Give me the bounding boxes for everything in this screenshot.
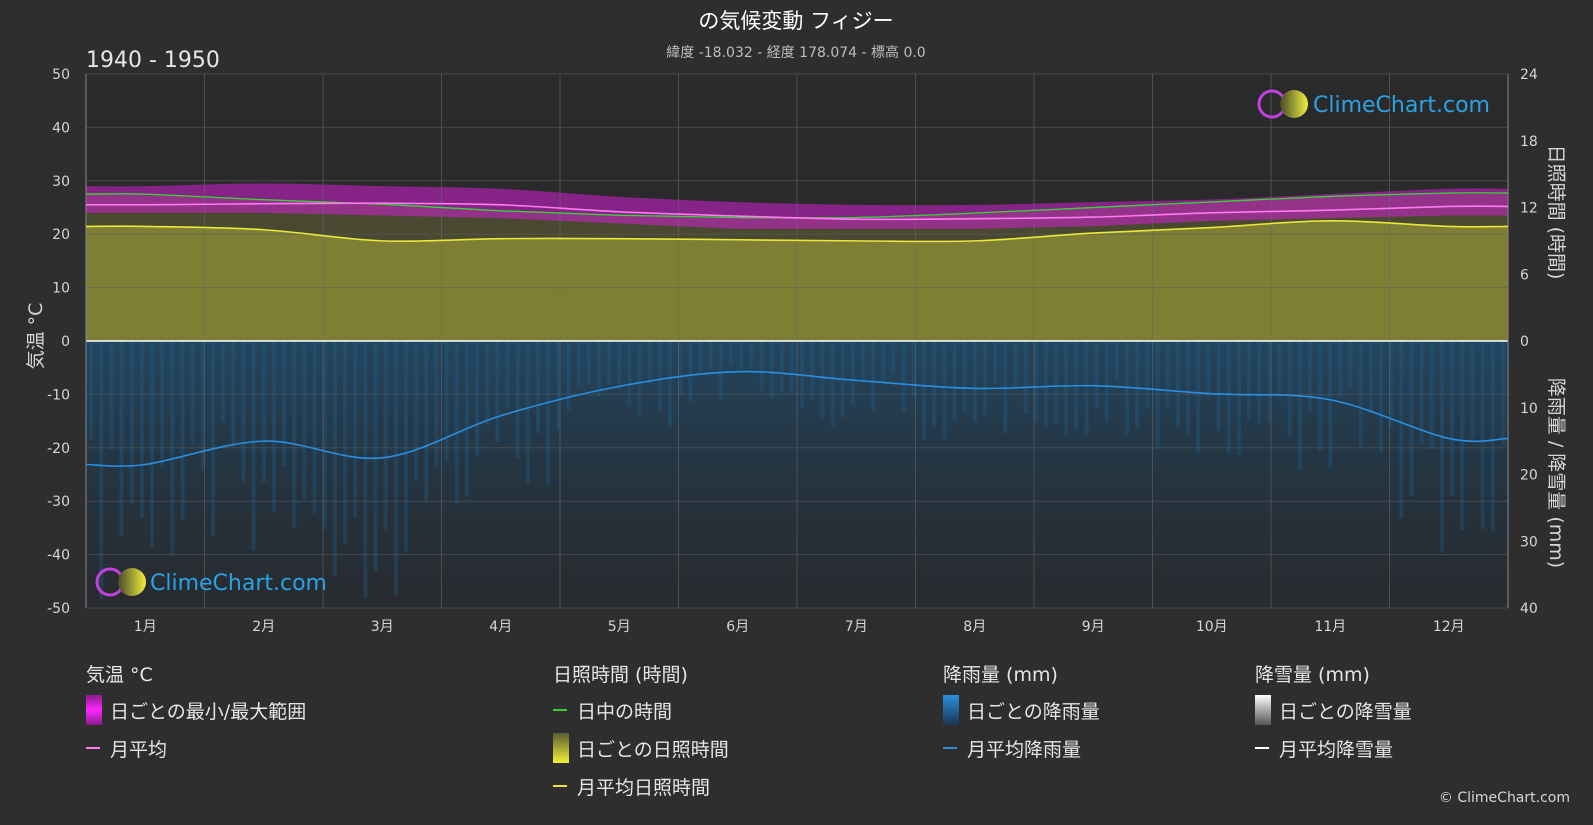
month-tick-label: 2月	[252, 619, 275, 635]
left-tick-label: -20	[47, 441, 70, 457]
legend-rain-daily-label: 日ごとの降雨量	[967, 700, 1100, 723]
legend-swatch-rain-daily	[943, 695, 959, 725]
legend-rain: 降雨量 (mm) 日ごとの降雨量 月平均降雨量	[943, 660, 1100, 774]
right-bottom-tick-label: 10	[1520, 401, 1538, 417]
chart-subtitle: 緯度 -18.032 - 経度 178.074 - 標高 0.0	[666, 44, 925, 61]
month-tick-label: 5月	[608, 619, 631, 635]
period-label: 1940 - 1950	[86, 48, 220, 73]
legend-swatch-daylight	[553, 709, 567, 711]
grid	[85, 73, 1509, 609]
legend-sunshine: 日照時間 (時間) 日中の時間 日ごとの日照時間 月平均日照時間	[553, 660, 729, 812]
legend-swatch-snow-avg	[1255, 747, 1269, 749]
logo-text-top: ClimeChart.com	[1313, 93, 1490, 118]
month-tick-label: 11月	[1314, 619, 1346, 635]
legend-sun-daily: 日ごとの日照時間	[553, 733, 729, 763]
legend-temp-header: 気温 °C	[86, 664, 153, 686]
legend-daylight-label: 日中の時間	[577, 700, 673, 723]
right-top-tick-label: 6	[1520, 267, 1529, 283]
legend-temp-avg: 月平均	[86, 736, 306, 761]
legend-swatch-rain-avg	[943, 747, 957, 749]
month-tick-label: 1月	[134, 619, 157, 635]
legend-swatch-sun-daily	[553, 733, 569, 763]
legend-temp-range-label: 日ごとの最小/最大範囲	[110, 700, 307, 723]
legend-snow-avg-label: 月平均降雪量	[1279, 738, 1394, 761]
legend-daylight: 日中の時間	[553, 698, 729, 723]
legend-snow-daily: 日ごとの降雪量	[1255, 695, 1412, 725]
right-top-tick-label: 0	[1520, 334, 1529, 350]
right-bottom-tick-label: 30	[1520, 534, 1538, 550]
logo-text-bottom: ClimeChart.com	[150, 571, 327, 596]
sunshine-avg-line	[85, 220, 1509, 243]
left-tick-label: 10	[52, 281, 70, 297]
right-top-axis-label: 日照時間 (時間)	[1545, 145, 1567, 280]
legend-rain-header: 降雨量 (mm)	[943, 664, 1058, 686]
axis-ticks: 50 40 30 20 10 0 -10 -20 -30 -40 -50 24 18 12 6 0 10 20 30…	[47, 67, 1538, 635]
legend-sun-avg: 月平均日照時間	[553, 774, 729, 799]
right-bottom-axis-label: 降雨量 / 降雪量 (mm)	[1545, 378, 1567, 568]
left-axis-label: 気温 °C	[25, 303, 47, 370]
right-top-tick-label: 24	[1520, 67, 1538, 83]
left-tick-label: 40	[52, 120, 70, 136]
left-tick-label: 0	[61, 334, 70, 350]
left-tick-label: 20	[52, 227, 70, 243]
legend-rain-avg-label: 月平均降雨量	[967, 738, 1082, 761]
legend-rain-daily: 日ごとの降雨量	[943, 695, 1100, 725]
legend-snow-header: 降雪量 (mm)	[1255, 664, 1370, 686]
logo-bottom: ClimeChart.com	[95, 567, 327, 597]
logo-sun-icon	[1280, 90, 1308, 118]
temp-avg-line	[85, 202, 1509, 221]
month-tick-label: 7月	[845, 619, 868, 635]
chart-title: の気候変動 フィジー	[698, 9, 893, 33]
month-tick-label: 3月	[371, 619, 394, 635]
right-top-tick-label: 12	[1520, 201, 1538, 217]
legend-swatch-snow-daily	[1255, 695, 1271, 725]
left-tick-label: 50	[52, 67, 70, 83]
left-tick-label: -40	[47, 548, 70, 564]
series-lines	[85, 192, 1509, 467]
legend-snow: 降雪量 (mm) 日ごとの降雪量 月平均降雪量	[1255, 660, 1412, 774]
legend-snow-avg: 月平均降雪量	[1255, 736, 1412, 761]
legend-rain-avg: 月平均降雨量	[943, 736, 1100, 761]
rain-avg-line	[85, 370, 1509, 467]
left-tick-label: 30	[52, 174, 70, 190]
legend-snow-daily-label: 日ごとの降雪量	[1279, 700, 1412, 723]
legend-sun-header: 日照時間 (時間)	[553, 664, 688, 686]
month-tick-label: 4月	[489, 619, 512, 635]
legend-swatch-temp-avg	[86, 747, 100, 749]
left-tick-label: -10	[47, 387, 70, 403]
legend-temp-range: 日ごとの最小/最大範囲	[86, 695, 307, 725]
left-tick-label: -30	[47, 494, 70, 510]
month-tick-label: 6月	[726, 619, 749, 635]
month-tick-label: 10月	[1196, 619, 1228, 635]
month-tick-label: 9月	[1082, 619, 1105, 635]
logo-sun-icon	[118, 568, 146, 596]
legend-temp-avg-label: 月平均	[110, 738, 168, 761]
legend-sun-avg-label: 月平均日照時間	[577, 776, 711, 799]
legend-swatch-temp-range	[86, 695, 102, 725]
copyright: © ClimeChart.com	[1439, 790, 1570, 806]
legend-temperature: 気温 °C 日ごとの最小/最大範囲 月平均	[86, 660, 306, 774]
right-bottom-tick-label: 20	[1520, 468, 1538, 484]
right-bottom-tick-label: 40	[1520, 601, 1538, 617]
left-tick-label: -50	[47, 601, 70, 617]
legend-sun-daily-label: 日ごとの日照時間	[577, 738, 729, 761]
logo-top: ClimeChart.com	[1257, 89, 1490, 119]
month-tick-label: 12月	[1433, 619, 1465, 635]
month-tick-label: 8月	[963, 619, 986, 635]
legend-swatch-sun-avg	[553, 785, 567, 787]
right-top-tick-label: 18	[1520, 134, 1538, 150]
